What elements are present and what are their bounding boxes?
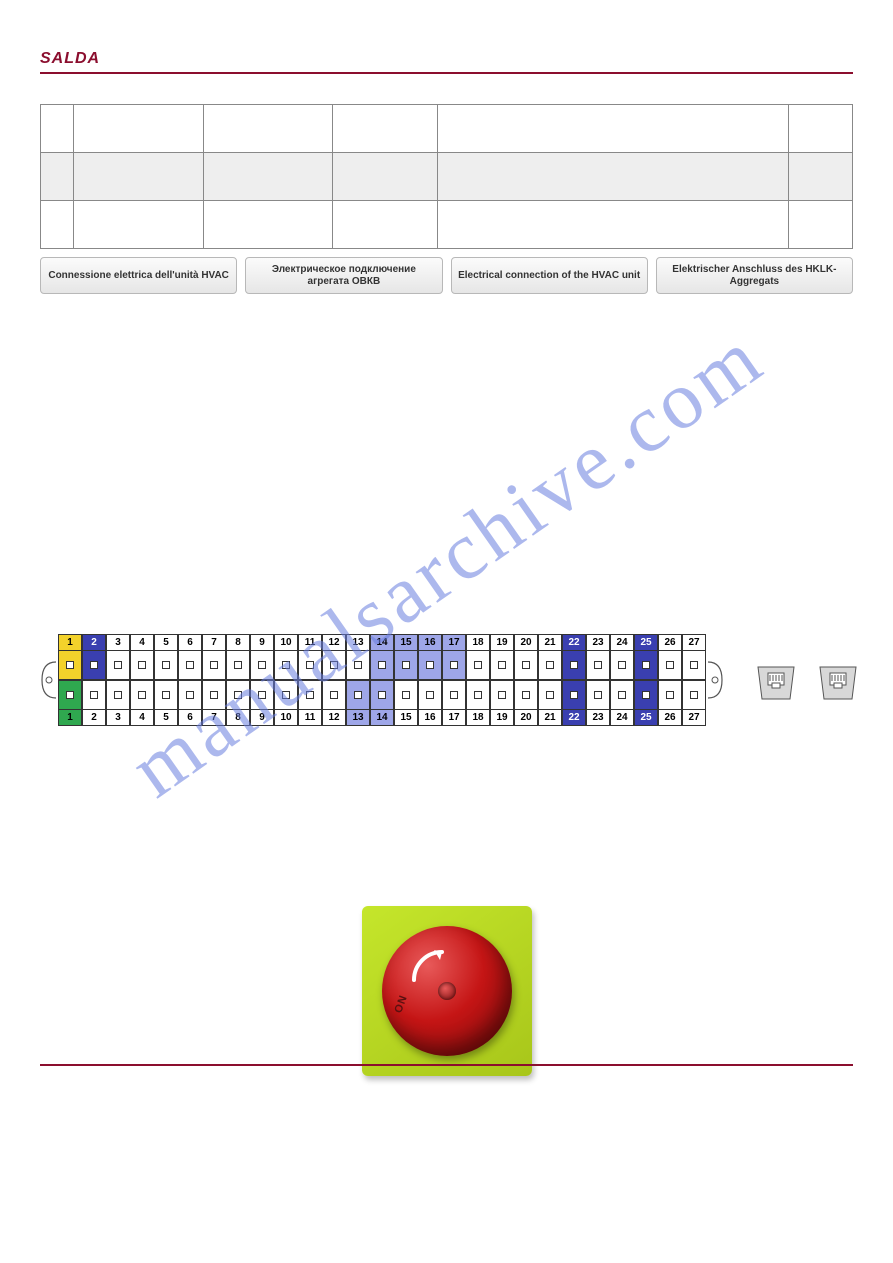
terminal: 3 [106, 634, 130, 680]
terminal: 5 [154, 634, 178, 680]
terminal: 9 [250, 680, 274, 726]
terminal: 12 [322, 680, 346, 726]
terminal: 4 [130, 680, 154, 726]
terminal: 9 [250, 634, 274, 680]
rj-connectors [754, 657, 860, 703]
terminal: 18 [466, 634, 490, 680]
terminal: 22 [562, 680, 586, 726]
section-label: Elektrischer Anschluss des HKLK-Aggregat… [656, 257, 853, 294]
terminal: 1 [58, 680, 82, 726]
section-label: Electrical connection of the HVAC unit [451, 257, 648, 294]
terminal: 18 [466, 680, 490, 726]
terminal-row-top: 1234567891011121314151617181920212223242… [58, 634, 706, 680]
terminal: 13 [346, 680, 370, 726]
terminal: 14 [370, 680, 394, 726]
terminal: 21 [538, 634, 562, 680]
switch-plate: ON [362, 906, 532, 1076]
terminal: 10 [274, 680, 298, 726]
terminal: 19 [490, 634, 514, 680]
terminal: 20 [514, 680, 538, 726]
section-label: Connessione elettrica dell'unità HVAC [40, 257, 237, 294]
terminal-block: 1234567891011121314151617181920212223242… [40, 634, 724, 726]
terminal: 8 [226, 680, 250, 726]
terminal: 26 [658, 680, 682, 726]
terminal: 27 [682, 634, 706, 680]
terminal: 15 [394, 680, 418, 726]
terminal: 20 [514, 634, 538, 680]
terminal: 21 [538, 680, 562, 726]
terminal: 14 [370, 634, 394, 680]
section-label: Электрическое подключение агрегата ОВКВ [245, 257, 442, 294]
terminal: 24 [610, 634, 634, 680]
terminal: 16 [418, 634, 442, 680]
terminal: 11 [298, 634, 322, 680]
terminal: 2 [82, 634, 106, 680]
terminal: 8 [226, 634, 250, 680]
terminal-row-bottom: 1234567891011121314151617181920212223242… [58, 680, 706, 726]
terminal: 16 [418, 680, 442, 726]
rj45-icon [816, 657, 860, 703]
terminal: 2 [82, 680, 106, 726]
terminal: 11 [298, 680, 322, 726]
terminal: 6 [178, 634, 202, 680]
terminal: 7 [202, 634, 226, 680]
table-row [41, 105, 853, 153]
table-row [41, 153, 853, 201]
terminal: 15 [394, 634, 418, 680]
table-row [41, 201, 853, 249]
footer-rule [40, 1064, 853, 1066]
section-labels: Connessione elettrica dell'unità HVACЭле… [40, 257, 853, 294]
terminal: 4 [130, 634, 154, 680]
terminal: 17 [442, 680, 466, 726]
spec-table [40, 104, 853, 249]
terminal: 25 [634, 634, 658, 680]
knob-center-icon [438, 982, 456, 1000]
terminal: 19 [490, 680, 514, 726]
terminal: 1 [58, 634, 82, 680]
brand-logo: SALDA [40, 50, 853, 68]
terminal-diagram: 1234567891011121314151617181920212223242… [40, 634, 853, 726]
terminal: 27 [682, 680, 706, 726]
rotary-switch: ON [40, 906, 853, 1076]
terminal: 10 [274, 634, 298, 680]
on-label: ON [392, 993, 410, 1014]
terminal: 3 [106, 680, 130, 726]
rj45-icon [754, 657, 798, 703]
terminal: 24 [610, 680, 634, 726]
watermark: manualsarchive.com [113, 310, 780, 816]
terminal: 7 [202, 680, 226, 726]
terminal: 12 [322, 634, 346, 680]
terminal: 23 [586, 680, 610, 726]
terminal: 17 [442, 634, 466, 680]
terminal: 25 [634, 680, 658, 726]
mount-ear-left [40, 658, 58, 702]
mount-ear-right [706, 658, 724, 702]
terminal: 23 [586, 634, 610, 680]
switch-knob[interactable]: ON [382, 926, 512, 1056]
terminal: 5 [154, 680, 178, 726]
terminal: 26 [658, 634, 682, 680]
terminal: 13 [346, 634, 370, 680]
terminal: 22 [562, 634, 586, 680]
brand-underline [40, 72, 853, 74]
terminal: 6 [178, 680, 202, 726]
